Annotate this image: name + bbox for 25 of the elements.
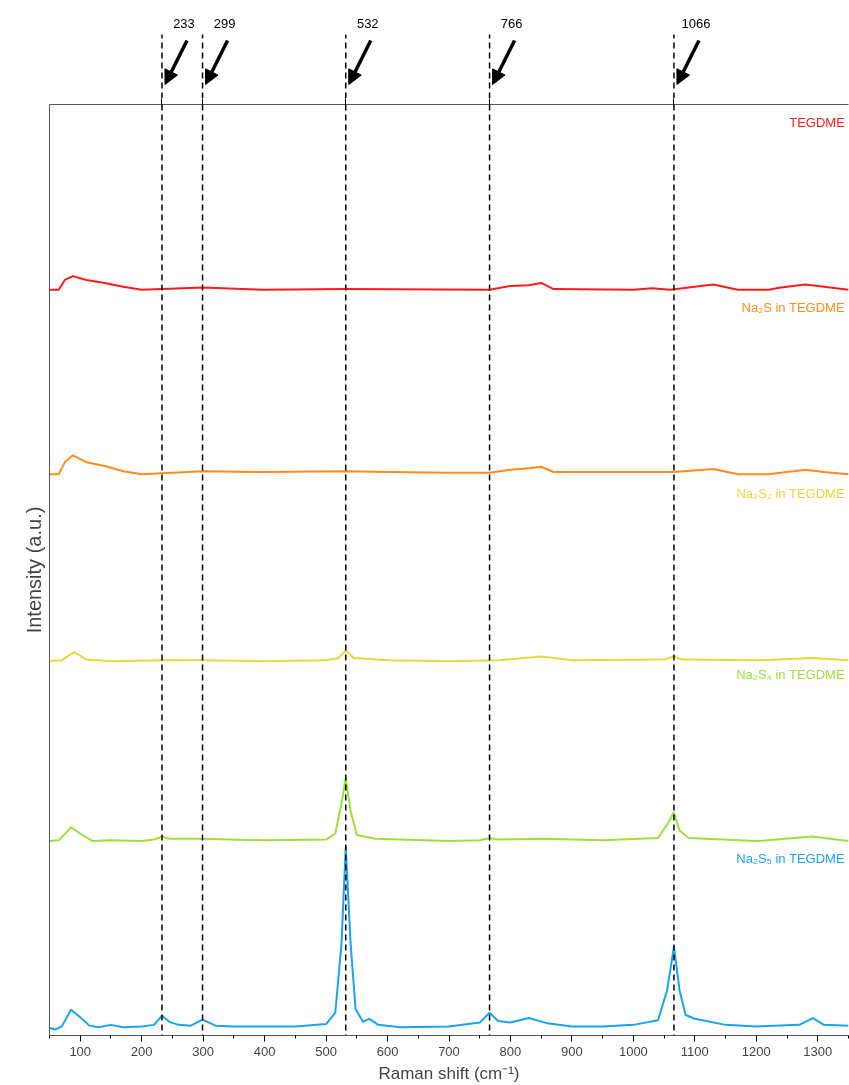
ref-line-label: 299 (213, 16, 236, 31)
x-tick-label: 1000 (618, 1043, 648, 1059)
text: TEGDME (789, 115, 846, 131)
x-tick-label: 600 (376, 1043, 399, 1059)
text: Na₂S in TEGDME (741, 299, 845, 315)
ref-line-label: 532 (356, 16, 379, 31)
x-axis-title: Raman shift (cm⁻¹) (378, 1063, 520, 1083)
x-tick-label: 900 (561, 1043, 583, 1059)
y-axis-title: Intensity (a.u.) (22, 506, 45, 634)
ref-line-label: 233 (173, 16, 195, 31)
ref-line-label: 1066 (681, 16, 711, 31)
x-tick-label: 300 (192, 1043, 215, 1059)
x-tick-label: 700 (438, 1043, 460, 1059)
text: Na₂S₂ in TEGDME (736, 485, 845, 501)
x-tick-label: 1100 (680, 1043, 709, 1059)
x-tick-label: 1200 (741, 1043, 771, 1059)
text: Na₂S₅ in TEGDME (736, 851, 845, 867)
x-tick-label: 1300 (803, 1043, 833, 1059)
x-tick-label: 200 (130, 1043, 153, 1059)
x-tick-label: 800 (499, 1043, 522, 1059)
x-tick-label: 400 (253, 1043, 276, 1059)
ref-line-label: 766 (500, 16, 523, 31)
x-tick-label: 100 (69, 1043, 92, 1059)
text: Na₂S₄ in TEGDME (736, 666, 845, 682)
x-tick-label: 500 (315, 1043, 337, 1059)
